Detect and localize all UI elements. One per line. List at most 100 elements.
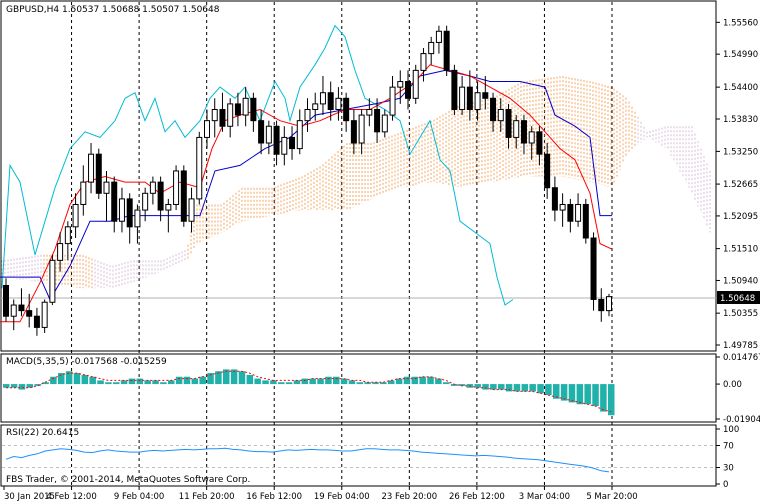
candle-body [443, 30, 450, 71]
macd-bar [411, 376, 419, 385]
candle-body [49, 259, 56, 303]
macd-bar [215, 371, 222, 385]
macd-axis: 0.014767 0.00 -0.019043 [716, 353, 760, 425]
candle-body [95, 153, 102, 194]
candle-body [196, 136, 203, 200]
rsi-tick-label: 30 [723, 464, 734, 474]
candle-body [389, 86, 396, 116]
candle-body [497, 108, 504, 122]
candle-body [366, 108, 373, 116]
candle-body [513, 120, 520, 138]
price-tick-label: 1.55560 [723, 18, 758, 28]
candle-body [598, 298, 605, 312]
candle-body [149, 181, 156, 194]
rsi-line [5, 447, 610, 473]
macd-bar [474, 384, 481, 388]
time-tick-label: 9 Feb 04:00 [114, 492, 164, 502]
candle-body [551, 187, 558, 211]
macd-bar [58, 373, 65, 385]
macd-bar [230, 369, 238, 385]
macd-bar [128, 378, 136, 385]
candle-body [289, 136, 296, 150]
candle-body [405, 81, 411, 99]
macd-bar [10, 384, 18, 388]
candle-body [466, 86, 473, 110]
macd-bar [301, 378, 309, 385]
macd-bar [498, 384, 505, 390]
price-tick-label: 1.50355 [723, 309, 758, 319]
time-tick-label: 26 Feb 12:00 [449, 492, 505, 502]
price-tick-label: 1.53250 [723, 147, 758, 157]
candle-body [265, 125, 272, 144]
candle-body [397, 81, 404, 88]
rsi-levels [2, 445, 715, 468]
time-tick-label: 23 Feb 20:00 [381, 492, 437, 502]
candle-body [3, 284, 9, 317]
macd-bar [34, 384, 41, 386]
candle-body [80, 181, 87, 205]
candle-body [520, 120, 527, 144]
macd-bar [356, 382, 364, 385]
macd-bar [81, 374, 89, 385]
candle-body [250, 97, 257, 122]
macd-bar [340, 378, 348, 385]
price-tick-label: 1.51510 [723, 245, 758, 255]
macd-bar [521, 384, 529, 392]
candle-body [234, 103, 241, 116]
candlestick-series [3, 25, 612, 336]
macd-bar [89, 376, 96, 385]
macd-bar [537, 384, 544, 394]
candle-body [33, 315, 40, 328]
macd-bar [490, 384, 497, 390]
macd-bar [105, 382, 112, 385]
macd-bar [427, 376, 434, 385]
macd-bar [246, 374, 254, 385]
candle-body [582, 203, 589, 239]
price-tick-label: 1.52095 [723, 212, 758, 222]
candle-body [72, 203, 79, 228]
candle-body [227, 103, 234, 127]
candle-body [451, 69, 458, 110]
candle-body [273, 125, 280, 155]
macd-bar [278, 382, 285, 385]
candle-body [134, 209, 141, 228]
macd-bar [183, 376, 191, 385]
rsi-tick-label: 0 [723, 480, 728, 490]
candle-body [126, 198, 133, 228]
candle-body [111, 181, 118, 222]
time-tick-label: 19 Feb 04:00 [314, 492, 370, 502]
candle-body [41, 301, 48, 328]
time-tick-label: 16 Feb 12:00 [246, 492, 302, 502]
time-tick-label: 3 Mar 04:00 [519, 492, 570, 502]
candle-body [57, 243, 64, 261]
macd-bar [482, 384, 489, 390]
macd-bar [191, 378, 199, 385]
copyright-text: FBS Trader, © 2001-2014, MetaQuotes Soft… [6, 475, 250, 485]
price-tick-label: 1.54400 [723, 83, 758, 93]
macd-bar [450, 384, 458, 386]
macd-bar [443, 382, 450, 385]
price-tick-label: 1.52665 [723, 180, 758, 190]
price-tick-label: 1.49785 [723, 341, 758, 351]
candle-body [219, 108, 226, 127]
candle-body [575, 203, 582, 222]
candle-body [350, 120, 357, 144]
time-tick-label: 11 Feb 20:00 [179, 492, 235, 502]
macd-signal-line [6, 370, 612, 413]
macd-bar [317, 378, 324, 385]
macd-tick-label: 0.00 [723, 380, 742, 390]
candle-body [428, 41, 435, 55]
candle-body [474, 92, 481, 110]
candle-body [10, 304, 17, 317]
macd-bar [65, 371, 73, 385]
time-gridlines [71, 2, 613, 486]
candle-body [26, 310, 33, 317]
candle-body [459, 86, 466, 110]
candle-body [18, 304, 25, 312]
macd-bar [309, 378, 316, 385]
rsi-pane[interactable] [0, 424, 717, 487]
macd-bar [207, 373, 214, 385]
candle-body [188, 198, 195, 222]
macd-bar [333, 376, 340, 385]
